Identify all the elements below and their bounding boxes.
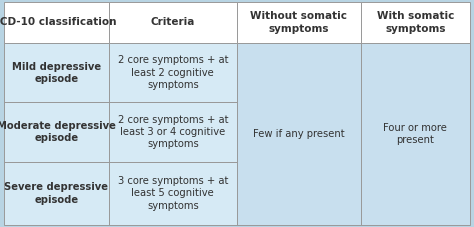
Bar bbox=[361, 2, 470, 43]
Text: Criteria: Criteria bbox=[151, 17, 195, 27]
Text: 3 core symptoms + at
least 5 cognitive
symptoms: 3 core symptoms + at least 5 cognitive s… bbox=[118, 176, 228, 211]
Bar bbox=[109, 43, 237, 102]
Text: 2 core symptoms + at
least 3 or 4 cognitive
symptoms: 2 core symptoms + at least 3 or 4 cognit… bbox=[118, 115, 228, 149]
Text: ICD-10 classification: ICD-10 classification bbox=[0, 17, 117, 27]
Bar bbox=[109, 102, 237, 162]
Text: Severe depressive
episode: Severe depressive episode bbox=[4, 182, 108, 205]
Text: Mild depressive
episode: Mild depressive episode bbox=[12, 62, 101, 84]
Text: Few if any present: Few if any present bbox=[253, 129, 345, 139]
Bar bbox=[109, 2, 237, 43]
Text: With somatic
symptoms: With somatic symptoms bbox=[377, 11, 454, 34]
Text: Moderate depressive
episode: Moderate depressive episode bbox=[0, 121, 116, 143]
Bar bbox=[4, 2, 109, 43]
Bar bbox=[237, 2, 361, 43]
Bar bbox=[237, 43, 361, 225]
Bar bbox=[4, 102, 109, 162]
Text: Without somatic
symptoms: Without somatic symptoms bbox=[250, 11, 347, 34]
Text: Four or more
present: Four or more present bbox=[383, 123, 447, 145]
Bar bbox=[361, 43, 470, 225]
Bar bbox=[4, 43, 109, 102]
Text: 2 core symptoms + at
least 2 cognitive
symptoms: 2 core symptoms + at least 2 cognitive s… bbox=[118, 55, 228, 90]
Bar bbox=[4, 162, 109, 225]
Bar bbox=[109, 162, 237, 225]
